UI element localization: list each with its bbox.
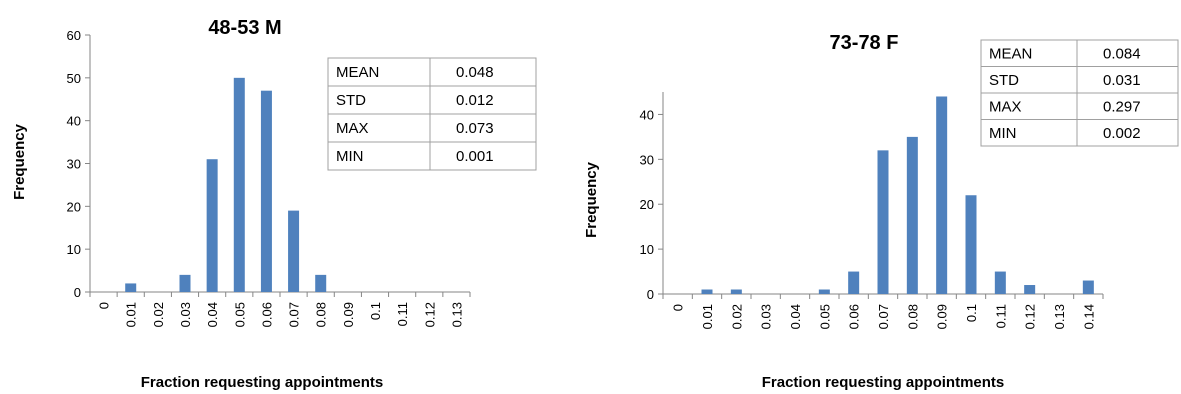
histogram-bar — [1082, 280, 1094, 294]
bar-series — [125, 77, 327, 292]
x-tick-label: 0.13 — [449, 302, 464, 327]
histogram-bar — [233, 77, 245, 292]
histogram-bar — [179, 274, 191, 292]
stat-label: STD — [336, 92, 366, 109]
histogram-bar — [965, 195, 977, 294]
x-tick-label: 0.06 — [847, 304, 862, 329]
x-tick-label: 0 — [97, 302, 112, 309]
y-tick-label: 0 — [647, 287, 654, 302]
y-axis-title: Frequency — [583, 161, 600, 238]
x-tick-label: 0.02 — [729, 304, 744, 329]
y-tick-label: 60 — [67, 28, 81, 43]
x-tick-label: 0.04 — [788, 304, 803, 329]
stat-label: MIN — [989, 125, 1017, 142]
x-tick-label: 0.07 — [287, 302, 302, 327]
stats-table: MEAN 0.084 STD 0.031 MAX 0.297 MIN 0.002 — [980, 39, 1179, 147]
x-tick-label: 0.08 — [314, 302, 329, 327]
x-tick-label: 0.03 — [759, 304, 774, 329]
x-tick-label: 0.04 — [205, 302, 220, 327]
x-tick-label: 0.02 — [151, 302, 166, 327]
x-tick-label: 0.05 — [232, 302, 247, 327]
stat-value: 0.048 — [456, 64, 494, 81]
stat-value: 0.084 — [1103, 45, 1141, 62]
x-tick-label: 0 — [671, 304, 686, 311]
y-tick-label: 10 — [640, 242, 654, 257]
stat-label: MEAN — [989, 45, 1032, 62]
x-tick-label: 0.14 — [1081, 304, 1096, 329]
stat-label: STD — [989, 72, 1019, 89]
histogram-48-53-m: 48-53 M Frequency Fraction requesting ap… — [11, 17, 537, 391]
x-tick-label: 0.09 — [935, 304, 950, 329]
stat-label: MAX — [336, 120, 369, 137]
stat-value: 0.297 — [1103, 98, 1141, 115]
x-tick-label: 0.11 — [993, 304, 1008, 328]
stat-label: MIN — [336, 148, 364, 165]
y-tick-label: 30 — [67, 157, 81, 172]
stat-value: 0.031 — [1103, 72, 1141, 89]
y-axis: 0 10 20 30 40 50 60 — [67, 28, 91, 300]
x-tick-label: 0.11 — [395, 302, 410, 326]
x-tick-label: 0.13 — [1052, 304, 1067, 329]
y-tick-label: 20 — [640, 197, 654, 212]
stat-value: 0.001 — [456, 148, 494, 165]
histogram-bar — [906, 136, 918, 294]
chart-title: 48-53 M — [208, 17, 281, 39]
y-tick-label: 30 — [640, 152, 654, 167]
x-tick-label: 0.01 — [700, 304, 715, 329]
histogram-bar — [315, 274, 327, 292]
histogram-73-78-f: 73-78 F Frequency Fraction requesting ap… — [583, 32, 1179, 391]
histogram-bar — [848, 271, 860, 294]
stats-table: MEAN 0.048 STD 0.012 MAX 0.073 MIN 0.001 — [327, 57, 537, 171]
histogram-bar — [1024, 285, 1036, 294]
x-axis: 0 0.01 0.02 0.03 0.04 0.05 0.06 0.07 0.08 0.09 0.1… — [662, 293, 1104, 329]
x-axis-title: Fraction requesting appointments — [762, 374, 1005, 391]
x-tick-label: 0.1 — [368, 302, 383, 320]
x-tick-label: 0.05 — [817, 304, 832, 329]
histogram-bar — [260, 90, 272, 292]
y-tick-label: 10 — [67, 242, 81, 257]
y-tick-label: 40 — [640, 107, 654, 122]
chart-title: 73-78 F — [830, 32, 899, 54]
stat-value: 0.073 — [456, 120, 494, 137]
histogram-bar — [994, 271, 1006, 294]
stat-value: 0.012 — [456, 92, 494, 109]
stat-label: MAX — [989, 98, 1022, 115]
histogram-bar — [206, 159, 218, 292]
y-tick-label: 0 — [74, 285, 81, 300]
x-tick-label: 0.03 — [178, 302, 193, 327]
x-axis: 0 0.01 0.02 0.03 0.04 0.05 0.06 0.07 0.08 0.09 0.1… — [89, 291, 471, 327]
x-tick-label: 0.12 — [422, 302, 437, 327]
x-tick-label: 0.1 — [964, 304, 979, 322]
x-axis-title: Fraction requesting appointments — [141, 374, 384, 391]
histogram-bar — [730, 289, 742, 294]
y-tick-label: 50 — [67, 71, 81, 86]
stat-label: MEAN — [336, 64, 379, 81]
x-tick-label: 0.01 — [124, 302, 139, 327]
histogram-bar — [125, 283, 137, 292]
x-tick-label: 0.08 — [905, 304, 920, 329]
stat-value: 0.002 — [1103, 125, 1141, 142]
histogram-bar — [818, 289, 830, 294]
y-axis: 0 10 20 30 40 — [640, 92, 664, 302]
x-tick-label: 0.06 — [259, 302, 274, 327]
histogram-bar — [288, 210, 300, 292]
x-tick-label: 0.07 — [876, 304, 891, 329]
x-tick-label: 0.09 — [341, 302, 356, 327]
y-tick-label: 20 — [67, 199, 81, 214]
histogram-bar — [877, 150, 889, 294]
bar-series — [701, 96, 1094, 294]
y-axis-title: Frequency — [11, 123, 28, 200]
y-tick-label: 40 — [67, 114, 81, 129]
histogram-bar — [936, 96, 948, 294]
x-tick-label: 0.12 — [1023, 304, 1038, 329]
histogram-bar — [701, 289, 713, 294]
